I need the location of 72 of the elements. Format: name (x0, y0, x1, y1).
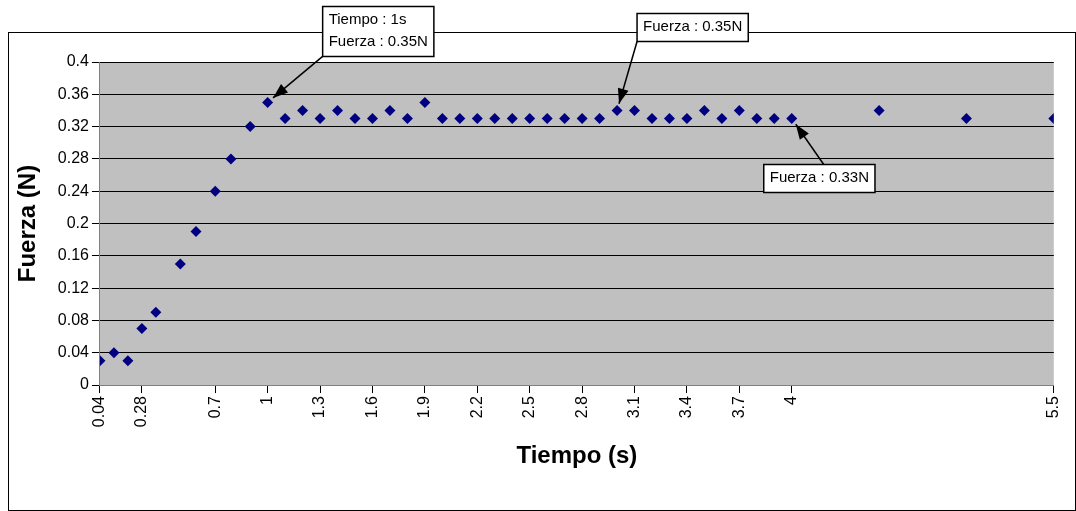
y-tick-label: 0.32 (57, 117, 90, 135)
point (768, 113, 780, 125)
point (698, 104, 710, 116)
annotation: Tiempo : 1s Fuerza : 0.35N (328, 10, 428, 50)
point (262, 96, 274, 108)
point (366, 113, 378, 125)
point (681, 113, 693, 125)
x-tick-label: 5.5 (1044, 395, 1062, 419)
y-tick-label: 0 (80, 375, 90, 393)
x-tick-label: 1.6 (362, 395, 380, 419)
point (559, 113, 571, 125)
x-tick-label: 1.9 (415, 395, 433, 419)
point (419, 96, 431, 108)
y-tick-label: 0.4 (66, 52, 90, 70)
point (122, 355, 134, 367)
y-tick-label: 0.16 (57, 246, 90, 264)
point (576, 113, 588, 125)
point (297, 104, 309, 116)
x-tick-label: 2.8 (572, 395, 590, 419)
point (541, 113, 553, 125)
point (150, 306, 162, 318)
point (314, 113, 326, 125)
x-tick-label: 1 (258, 395, 276, 405)
x-tick-label: 2.5 (520, 395, 538, 419)
point (471, 113, 483, 125)
annotation: Fuerza : 0.33N (769, 168, 869, 186)
y-tick-label: 0.28 (57, 149, 90, 167)
point (960, 113, 972, 125)
y-tick-label: 0.24 (57, 181, 90, 199)
point (663, 113, 675, 125)
x-tick-label: 3.7 (729, 395, 747, 419)
annotation: Fuerza : 0.35N (643, 17, 743, 35)
point (436, 113, 448, 125)
point (332, 104, 344, 116)
point (594, 113, 606, 125)
point (108, 347, 120, 359)
point (401, 113, 413, 125)
point (190, 226, 202, 238)
y-axis-title: Fuerza (N) (13, 164, 41, 283)
point (174, 258, 186, 270)
point (873, 104, 885, 116)
point (454, 113, 466, 125)
y-tick-label: 0.36 (57, 84, 90, 102)
x-tick-label: 0.7 (205, 395, 223, 419)
point (279, 113, 291, 125)
point (716, 113, 728, 125)
x-axis-title: Tiempo (s) (516, 441, 638, 469)
point (489, 113, 501, 125)
point (751, 113, 763, 125)
point (244, 121, 256, 133)
x-tick-label: 2.2 (467, 395, 485, 419)
x-tick-label: 0.28 (132, 395, 150, 428)
point (136, 323, 148, 335)
point (349, 113, 361, 125)
x-tick-label: 3.4 (677, 395, 695, 419)
y-tick-label: 0.12 (57, 278, 90, 296)
point (209, 185, 221, 197)
point (524, 113, 536, 125)
point (506, 113, 518, 125)
x-tick-label: 4 (782, 395, 800, 405)
point (629, 104, 641, 116)
x-tick-label: 3.1 (624, 395, 642, 419)
y-tick-label: 0.2 (66, 213, 90, 231)
point (384, 104, 396, 116)
y-tick-label: 0.08 (57, 310, 90, 328)
point (611, 104, 623, 116)
point (225, 153, 237, 165)
point (786, 113, 798, 125)
x-tick-label: 1.3 (310, 395, 328, 419)
y-tick-label: 0.04 (57, 343, 90, 361)
point (733, 104, 745, 116)
point (646, 113, 658, 125)
